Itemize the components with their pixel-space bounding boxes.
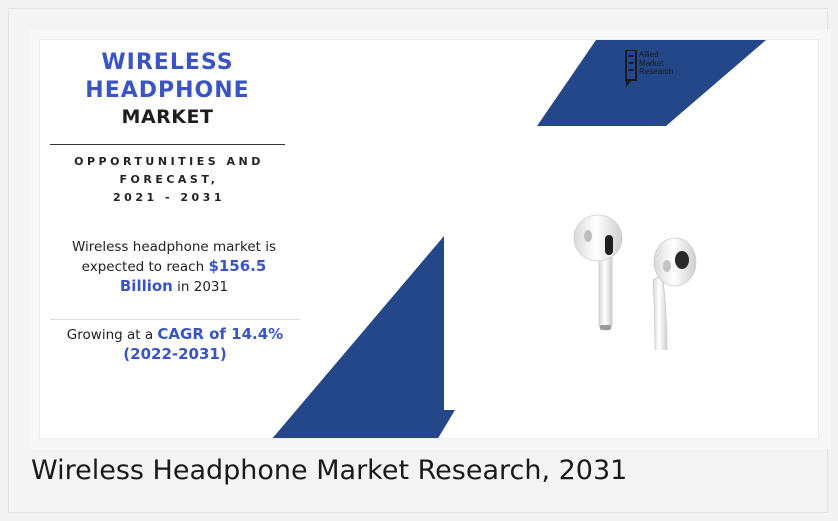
earbuds-image (573, 214, 697, 350)
title-line-wireless: WIRELESS (101, 50, 234, 75)
bottom-triangle-shape (272, 236, 455, 438)
reach-prefix: Wireless headphone market is expected to… (71, 239, 276, 275)
logo-wordmark: Allied Market Research (639, 50, 674, 77)
cagr-prefix: Growing at a (66, 327, 158, 343)
market-reach-statement: Wireless headphone market is expected to… (54, 238, 294, 297)
forecast-line-2: FORECAST, (119, 173, 219, 186)
forecast-line-1: OPPORTUNITIES AND (74, 155, 264, 168)
allied-market-research-logo: Allied Market Research (625, 48, 705, 98)
cagr-statement: Growing at a CAGR of 14.4% (2022-2031) (50, 325, 300, 365)
market-infographic: WIRELESS HEADPHONE MARKET OPPORTUNITIES … (29, 29, 831, 449)
forecast-line-3: 2021 - 2031 (113, 191, 225, 204)
left-earbud-icon (573, 214, 623, 331)
reach-value: $156.5 Billion (119, 257, 267, 295)
logo-mark-icon (625, 50, 637, 87)
title-line-headphone: HEADPHONE (85, 78, 250, 103)
section-divider (50, 319, 300, 320)
logo-word-research: Research (639, 67, 674, 76)
figure-caption: Wireless Headphone Market Research, 2031 (31, 455, 628, 486)
left-text-panel: WIRELESS HEADPHONE MARKET OPPORTUNITIES … (40, 40, 310, 438)
logo-word-allied: Allied (639, 50, 659, 59)
reach-suffix: in 2031 (172, 279, 229, 295)
decorative-shapes (272, 40, 766, 438)
top-parallelogram-shape (537, 40, 766, 126)
forecast-subtitle: OPPORTUNITIES AND FORECAST, 2021 - 2031 (54, 153, 284, 207)
cagr-value: CAGR of 14.4% (2022-2031) (123, 325, 284, 363)
image-frame: WIRELESS HEADPHONE MARKET OPPORTUNITIES … (8, 8, 831, 513)
title-divider (50, 144, 285, 145)
infographic-card: WIRELESS HEADPHONE MARKET OPPORTUNITIES … (39, 39, 819, 439)
logo-word-market: Market (639, 58, 664, 68)
right-earbud-icon (652, 237, 697, 350)
title-line-market: MARKET (121, 106, 214, 128)
